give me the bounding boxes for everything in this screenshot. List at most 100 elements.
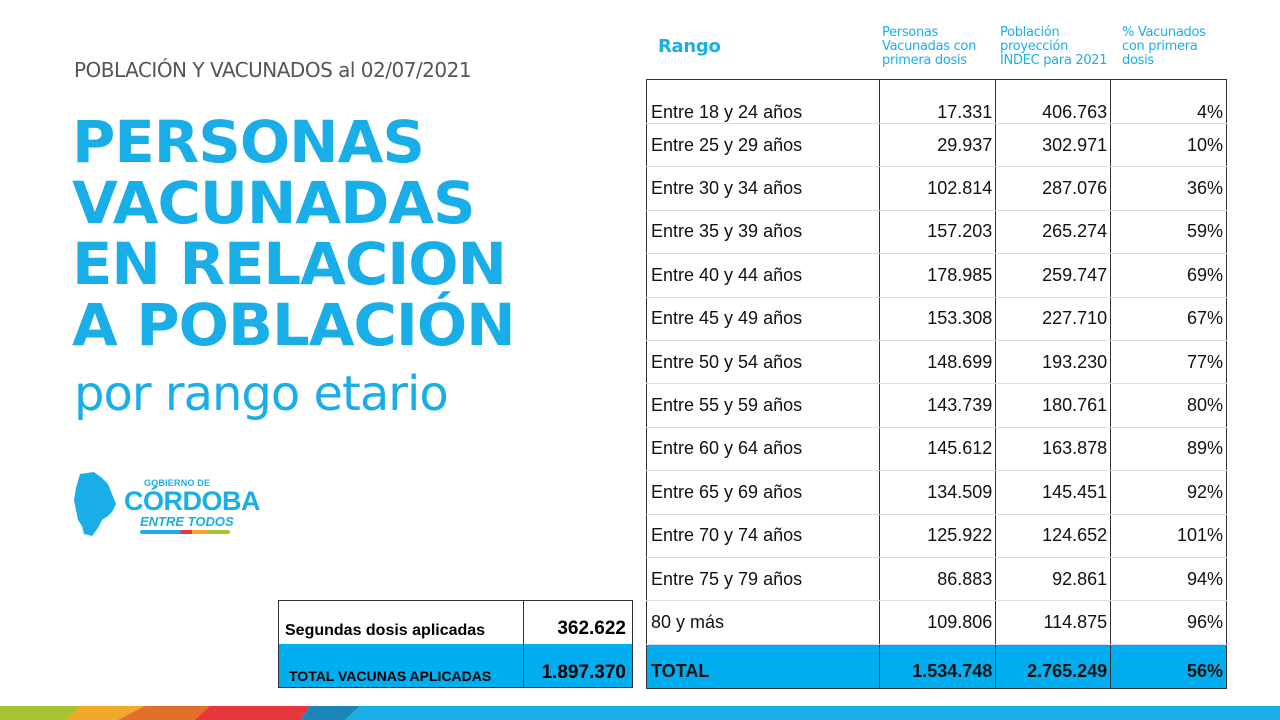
table-row: Entre 70 y 74 años 125.922 124.652 101% <box>646 514 1227 558</box>
cell-vacunados: 125.922 <box>879 514 996 558</box>
header-line: Vacunadas con <box>882 39 977 54</box>
cell-porcentaje: 4% <box>1110 79 1227 124</box>
cell-porcentaje: 96% <box>1110 600 1227 645</box>
table-row: Entre 55 y 59 años 143.739 180.761 80% <box>646 383 1227 428</box>
total-rango: TOTAL <box>646 644 880 689</box>
cell-vacunados: 17.331 <box>879 79 996 124</box>
cell-rango: Entre 55 y 59 años <box>646 383 880 428</box>
table-row: Entre 18 y 24 años 17.331 406.763 4% <box>646 79 1227 124</box>
header-porcentaje: % Vacunados con primera dosis <box>1122 26 1206 68</box>
header-line: primera dosis <box>882 53 967 68</box>
cell-porcentaje: 101% <box>1110 514 1227 558</box>
header-line: proyección <box>1000 39 1069 54</box>
cell-vacunados: 178.985 <box>879 253 996 298</box>
cell-vacunados: 145.612 <box>879 427 996 472</box>
cell-porcentaje: 69% <box>1110 253 1227 298</box>
table-header: Rango Personas Vacunadas con primera dos… <box>646 24 1230 80</box>
table-row: Entre 40 y 44 años 178.985 259.747 69% <box>646 253 1227 298</box>
cordoba-province-map-icon <box>74 472 116 536</box>
header-line: % Vacunados <box>1122 25 1206 40</box>
cell-rango: Entre 70 y 74 años <box>646 514 880 558</box>
table-row: Entre 75 y 79 años 86.883 92.861 94% <box>646 557 1227 602</box>
total-row: TOTAL 1.534.748 2.765.249 56% <box>646 644 1227 689</box>
total-vacunas-label: TOTAL VACUNAS APLICADAS <box>278 643 524 688</box>
page-subtitle: POBLACIÓN Y VACUNADOS al 02/07/2021 <box>74 58 472 82</box>
cell-vacunados: 153.308 <box>879 297 996 341</box>
cell-porcentaje: 89% <box>1110 427 1227 472</box>
cell-rango: Entre 25 y 29 años <box>646 123 880 168</box>
cell-vacunados: 134.509 <box>879 470 996 515</box>
cell-vacunados: 86.883 <box>879 557 996 602</box>
segundas-dosis-label: Segundas dosis aplicadas <box>285 621 486 639</box>
cell-poblacion: 287.076 <box>995 166 1111 211</box>
cell-rango: Entre 75 y 79 años <box>646 557 880 602</box>
segundas-dosis-row: Segundas dosis aplicadas 362.622 <box>279 600 633 644</box>
cell-porcentaje: 80% <box>1110 383 1227 428</box>
cell-porcentaje: 10% <box>1110 123 1227 168</box>
cell-poblacion: 265.274 <box>995 210 1111 255</box>
logo-color-bar <box>140 530 230 534</box>
cell-porcentaje: 36% <box>1110 166 1227 211</box>
cell-vacunados: 143.739 <box>879 383 996 428</box>
cell-porcentaje: 67% <box>1110 297 1227 341</box>
headline-line: PERSONAS <box>72 108 425 176</box>
cell-porcentaje: 92% <box>1110 470 1227 515</box>
cell-vacunados: 102.814 <box>879 166 996 211</box>
cell-poblacion: 124.652 <box>995 514 1111 558</box>
cell-poblacion: 227.710 <box>995 297 1111 341</box>
gobierno-cordoba-logo: GOBIERNO DE CÓRDOBA ENTRE TODOS <box>72 470 262 540</box>
headline-line: A POBLACIÓN <box>72 291 516 359</box>
cell-porcentaje: 77% <box>1110 340 1227 385</box>
table-row: Entre 35 y 39 años 157.203 265.274 59% <box>646 210 1227 255</box>
cell-rango: Entre 45 y 49 años <box>646 297 880 341</box>
header-line: Población <box>1000 25 1060 40</box>
cell-porcentaje: 94% <box>1110 557 1227 602</box>
headline-line: EN RELACION <box>72 230 507 298</box>
total-vacunas-row: TOTAL VACUNAS APLICADAS 1.897.370 <box>278 643 633 688</box>
total-poblacion: 2.765.249 <box>995 644 1111 689</box>
cell-rango: Entre 40 y 44 años <box>646 253 880 298</box>
table-row: Entre 25 y 29 años 29.937 302.971 10% <box>646 123 1227 168</box>
vaccination-table: Entre 18 y 24 años 17.331 406.763 4% Entre 2… <box>646 79 1227 689</box>
cell-rango: Entre 65 y 69 años <box>646 470 880 515</box>
cell-rango: Entre 60 y 64 años <box>646 427 880 472</box>
cell-poblacion: 145.451 <box>995 470 1111 515</box>
header-rango: Rango <box>658 36 721 57</box>
cell-poblacion: 259.747 <box>995 253 1111 298</box>
cell-poblacion: 406.763 <box>995 79 1111 124</box>
summary-table: Segundas dosis aplicadas 362.622 TOTAL V… <box>278 600 633 688</box>
header-line: con primera <box>1122 39 1198 54</box>
cell-porcentaje: 59% <box>1110 210 1227 255</box>
table-row: Entre 30 y 34 años 102.814 287.076 36% <box>646 166 1227 211</box>
total-vacunados: 1.534.748 <box>879 644 996 689</box>
headline: PERSONAS VACUNADAS EN RELACION A POBLACI… <box>72 108 516 359</box>
cell-poblacion: 114.875 <box>995 600 1111 645</box>
logo-line-entre-todos: ENTRE TODOS <box>140 514 234 529</box>
header-poblacion: Población proyección INDEC para 2021 <box>1000 25 1108 68</box>
logo-line-cordoba: CÓRDOBA <box>124 486 261 516</box>
segundas-dosis-value: 362.622 <box>523 600 633 644</box>
cell-vacunados: 157.203 <box>879 210 996 255</box>
table-row: 80 y más 109.806 114.875 96% <box>646 600 1227 645</box>
header-line: dosis <box>1122 53 1154 68</box>
header-line: INDEC para 2021 <box>1000 53 1108 68</box>
table-row: Entre 45 y 49 años 153.308 227.710 67% <box>646 297 1227 341</box>
table-row: Entre 60 y 64 años 145.612 163.878 89% <box>646 427 1227 472</box>
cell-vacunados: 148.699 <box>879 340 996 385</box>
table-row: Entre 50 y 54 años 148.699 193.230 77% <box>646 340 1227 385</box>
cell-rango: Entre 18 y 24 años <box>646 79 880 124</box>
cell-poblacion: 180.761 <box>995 383 1111 428</box>
table-row: Entre 65 y 69 años 134.509 145.451 92% <box>646 470 1227 515</box>
decorative-color-stripe <box>0 706 1280 720</box>
logo-line-gobierno: GOBIERNO DE <box>144 478 211 488</box>
header-vacunados: Personas Vacunadas con primera dosis <box>882 26 976 68</box>
cell-rango: 80 y más <box>646 600 880 645</box>
cell-rango: Entre 30 y 34 años <box>646 166 880 211</box>
cell-poblacion: 302.971 <box>995 123 1111 168</box>
cell-poblacion: 163.878 <box>995 427 1111 472</box>
subheadline: por rango etario <box>74 366 449 422</box>
cell-rango: Entre 50 y 54 años <box>646 340 880 385</box>
cell-poblacion: 92.861 <box>995 557 1111 602</box>
cell-vacunados: 109.806 <box>879 600 996 645</box>
cell-rango: Entre 35 y 39 años <box>646 210 880 255</box>
